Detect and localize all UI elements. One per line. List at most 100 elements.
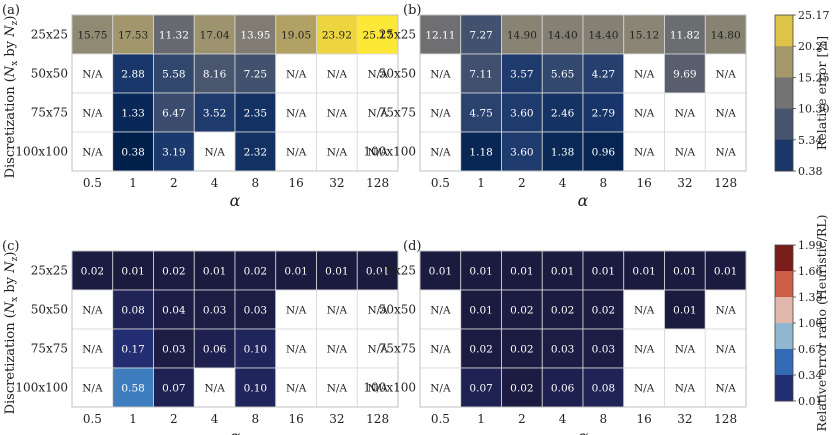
colorbar-tick-label: 0.38 xyxy=(798,165,823,178)
x-tick-label: 0.5 xyxy=(83,412,102,426)
y-axis-label: Discretization (Nx by Nz) xyxy=(3,16,20,179)
x-tick-label: 16 xyxy=(636,176,651,190)
y-tick-label: 50x50 xyxy=(31,67,68,81)
heatmap-cell xyxy=(193,289,236,330)
cell-value-label: 3.57 xyxy=(510,69,533,81)
heatmap-cell xyxy=(501,328,543,369)
cell-value-label: 0.02 xyxy=(244,266,267,278)
cell-value-label: 0.03 xyxy=(551,344,574,356)
heatmap-cell xyxy=(664,328,706,369)
panel-label: (c) xyxy=(2,239,19,254)
heatmap-cell xyxy=(664,289,706,330)
cell-value-label: N/A xyxy=(634,147,655,159)
panel-frame xyxy=(71,14,399,172)
x-tick-label: 128 xyxy=(714,412,737,426)
heatmap-cell xyxy=(275,131,317,172)
heatmap-cell xyxy=(582,92,625,133)
x-tick-label: 0.5 xyxy=(431,176,450,190)
cell-value-label: 8.16 xyxy=(203,69,227,81)
cell-value-label: 23.92 xyxy=(322,30,352,42)
y-tick-label: 25x25 xyxy=(379,28,416,42)
panel-frame xyxy=(419,14,747,172)
heatmap-panel-4: 0.01 0.01 0.01 0.01 0.01 0.01 0.01 0.01 N/A 0.01 0… xyxy=(363,239,747,435)
cell-value-label: N/A xyxy=(634,69,655,81)
cell-value-label: 3.60 xyxy=(510,108,533,120)
colorbar-band xyxy=(775,323,793,350)
x-axis-label: α xyxy=(578,191,589,210)
cell-value-label: 5.65 xyxy=(551,69,574,81)
cell-value-label: 11.82 xyxy=(670,30,700,42)
cell-value-label: N/A xyxy=(327,344,348,356)
colorbar-label: Relative error ratio (Heuristic/RL) xyxy=(814,215,829,432)
cell-value-label: 0.10 xyxy=(244,344,267,356)
cell-value-label: 13.95 xyxy=(240,30,270,42)
x-tick-label: 16 xyxy=(288,412,303,426)
colorbar-band xyxy=(775,375,793,402)
x-tick-label: 128 xyxy=(366,176,389,190)
colorbar-tick-label: 25.17 xyxy=(798,9,830,22)
heatmap-cell xyxy=(582,250,625,291)
y-axis-label: Discretization (Nx by Nz) xyxy=(3,252,20,415)
heatmap-cell xyxy=(153,250,195,291)
y-tick-label: 100x100 xyxy=(15,145,68,159)
cell-value-label: N/A xyxy=(715,69,736,81)
heatmap-cell xyxy=(193,328,236,369)
cell-value-label: N/A xyxy=(327,69,348,81)
cell-value-label: N/A xyxy=(367,69,388,81)
cell-value-label: 0.17 xyxy=(121,344,144,356)
cell-value-label: 17.04 xyxy=(200,30,230,42)
x-tick-label: 8 xyxy=(600,412,608,426)
heatmap-cell xyxy=(419,131,462,172)
cell-value-label: N/A xyxy=(430,69,451,81)
cell-value-label: 4.27 xyxy=(592,69,615,81)
cell-value-label: N/A xyxy=(367,383,388,395)
colorbar-tick-label: 10.30 xyxy=(798,103,830,116)
heatmap-cell xyxy=(112,14,154,55)
cell-value-label: 0.01 xyxy=(714,266,737,278)
cell-value-label: 0.04 xyxy=(162,305,186,317)
heatmap-cell xyxy=(419,289,462,330)
heatmap-cell xyxy=(623,92,665,133)
y-tick-label: 75x75 xyxy=(31,342,68,356)
y-tick-label: 100x100 xyxy=(363,381,416,395)
cell-value-label: 0.02 xyxy=(510,383,533,395)
panel-label: (a) xyxy=(2,3,20,18)
cell-value-label: N/A xyxy=(367,305,388,317)
colorbar-label: Relative error [%] xyxy=(814,36,829,150)
cell-value-label: 2.46 xyxy=(551,108,575,120)
heatmap-cell xyxy=(356,14,399,55)
colorbar-tick-label: 5.34 xyxy=(798,134,823,147)
colorbar-band xyxy=(775,245,793,272)
cell-value-label: 0.01 xyxy=(325,266,348,278)
cell-value-label: N/A xyxy=(430,108,451,120)
heatmap-cell xyxy=(153,131,195,172)
cell-value-label: N/A xyxy=(430,147,451,159)
cell-value-label: N/A xyxy=(327,108,348,120)
heatmap-cell xyxy=(460,92,502,133)
cell-value-label: 4.75 xyxy=(469,108,492,120)
cell-value-label: 14.80 xyxy=(711,30,741,42)
cell-value-label: 7.27 xyxy=(469,30,492,42)
cell-value-label: N/A xyxy=(634,305,655,317)
cell-value-label: N/A xyxy=(82,147,103,159)
cell-value-label: 17.53 xyxy=(118,30,148,42)
cell-value-label: N/A xyxy=(82,108,103,120)
x-tick-label: 128 xyxy=(714,176,737,190)
cell-value-label: 2.35 xyxy=(244,108,267,120)
x-tick-label: 1 xyxy=(477,176,485,190)
heatmap-cell xyxy=(153,367,195,408)
heatmap-cell xyxy=(541,14,584,55)
x-tick-label: 32 xyxy=(329,176,344,190)
colorbar-band xyxy=(775,46,793,78)
x-axis-label: α xyxy=(230,427,241,435)
colorbar-band xyxy=(775,108,793,141)
cell-value-label: 0.01 xyxy=(673,266,696,278)
heatmap-cell xyxy=(664,131,706,172)
x-tick-label: 1 xyxy=(129,176,137,190)
cell-value-label: 11.32 xyxy=(159,30,189,42)
x-tick-label: 0.5 xyxy=(431,412,450,426)
heatmap-cell xyxy=(193,92,236,133)
colorbar-band xyxy=(775,15,793,47)
cell-value-label: 6.47 xyxy=(162,108,185,120)
cell-value-label: 0.01 xyxy=(551,266,574,278)
